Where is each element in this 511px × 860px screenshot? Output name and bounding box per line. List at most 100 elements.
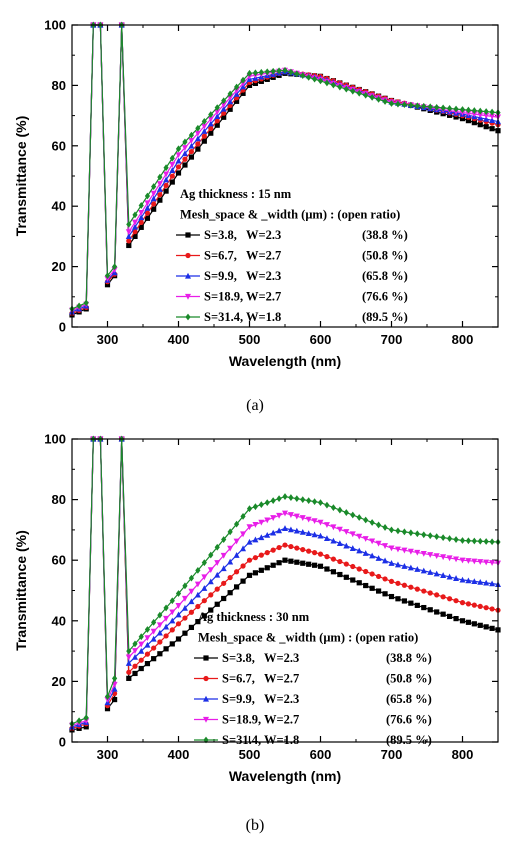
data-point — [144, 210, 151, 216]
legend-series-name: S=9.9, W=2.3 — [204, 269, 281, 283]
data-point — [182, 615, 188, 621]
data-point — [264, 532, 271, 538]
data-point — [305, 516, 312, 523]
x-axis-label: Wavelength (nm) — [229, 353, 341, 369]
series-4 — [69, 22, 501, 314]
legend-open-ratio: (65.8 %) — [386, 692, 432, 706]
data-point — [195, 146, 201, 152]
data-point — [227, 90, 233, 98]
legend-swatch-marker — [203, 716, 209, 723]
data-point — [258, 534, 265, 541]
data-point — [471, 602, 477, 608]
y-axis-label: Transmittance (%) — [13, 530, 29, 651]
data-point — [83, 724, 89, 730]
data-point — [195, 141, 201, 147]
data-point — [350, 511, 356, 519]
data-point — [293, 527, 300, 534]
data-point — [201, 138, 207, 144]
data-point — [446, 535, 453, 542]
data-point — [264, 565, 270, 571]
series-line — [71, 438, 499, 731]
data-point — [343, 542, 350, 549]
data-point — [356, 580, 362, 586]
data-point — [350, 577, 356, 583]
data-point — [483, 124, 489, 130]
data-point — [201, 117, 207, 125]
data-point — [112, 263, 118, 270]
legend-series-name: S=3.8, W=2.3 — [204, 228, 281, 242]
data-point — [382, 591, 388, 597]
data-point — [132, 223, 139, 230]
data-point — [465, 601, 472, 607]
data-point — [221, 97, 227, 105]
data-point — [483, 538, 489, 545]
data-point — [343, 574, 349, 580]
data-point — [343, 85, 349, 93]
data-point — [336, 526, 343, 533]
data-point — [317, 551, 324, 557]
data-point — [138, 665, 144, 672]
data-point — [282, 542, 288, 548]
data-point — [233, 90, 240, 97]
data-point — [427, 590, 433, 596]
data-point — [163, 164, 169, 172]
legend-series-name: S=6.7, W=2.7 — [204, 249, 281, 263]
y-tick-label: 60 — [52, 553, 66, 568]
data-point — [220, 552, 227, 559]
data-point — [233, 520, 240, 528]
data-point — [195, 603, 201, 610]
series-5 — [69, 21, 501, 313]
data-point — [401, 528, 408, 536]
data-point — [163, 188, 169, 194]
y-tick-label: 0 — [59, 320, 66, 335]
data-point — [188, 148, 195, 155]
data-point — [434, 609, 440, 615]
data-point — [138, 219, 144, 226]
data-point — [282, 525, 288, 531]
legend-series-name: S=18.9, W=2.7 — [222, 713, 299, 727]
data-point — [194, 130, 201, 137]
data-point — [76, 302, 82, 310]
data-point — [330, 81, 337, 89]
data-point — [465, 577, 472, 584]
data-point — [138, 647, 145, 654]
data-point — [440, 572, 447, 578]
data-point — [311, 550, 318, 556]
data-point — [188, 142, 195, 149]
data-point — [126, 675, 132, 681]
data-point — [276, 527, 283, 534]
data-point — [214, 118, 220, 124]
data-point — [306, 561, 312, 567]
data-point — [434, 592, 440, 598]
data-point — [453, 114, 459, 120]
x-tick-label: 500 — [239, 332, 261, 347]
data-point — [477, 578, 484, 585]
legend-open-ratio: (89.5 %) — [362, 310, 408, 324]
y-tick-label: 20 — [52, 674, 66, 689]
data-point — [408, 584, 414, 590]
data-point — [258, 552, 264, 558]
y-axis-label: Transmittance (%) — [13, 116, 29, 237]
data-point — [362, 536, 369, 542]
data-point — [246, 82, 253, 88]
x-tick-label: 800 — [452, 747, 474, 762]
data-point — [144, 626, 151, 633]
data-point — [227, 574, 233, 581]
data-point — [420, 567, 427, 574]
data-point — [282, 510, 288, 517]
data-point — [138, 210, 145, 216]
data-point — [421, 531, 427, 539]
data-point — [169, 179, 175, 185]
data-point — [144, 192, 151, 200]
data-point — [363, 582, 369, 589]
data-point — [240, 578, 246, 584]
data-point — [421, 604, 427, 611]
data-point — [401, 547, 408, 554]
data-point — [311, 498, 318, 506]
legend-open-ratio: (76.6 %) — [386, 713, 432, 727]
legend-item-4: S=18.9, W=2.7 (76.6 %) — [194, 713, 432, 727]
data-point — [208, 130, 214, 136]
data-point — [194, 591, 201, 598]
legend-swatch-marker — [185, 252, 191, 259]
data-point — [221, 536, 227, 543]
